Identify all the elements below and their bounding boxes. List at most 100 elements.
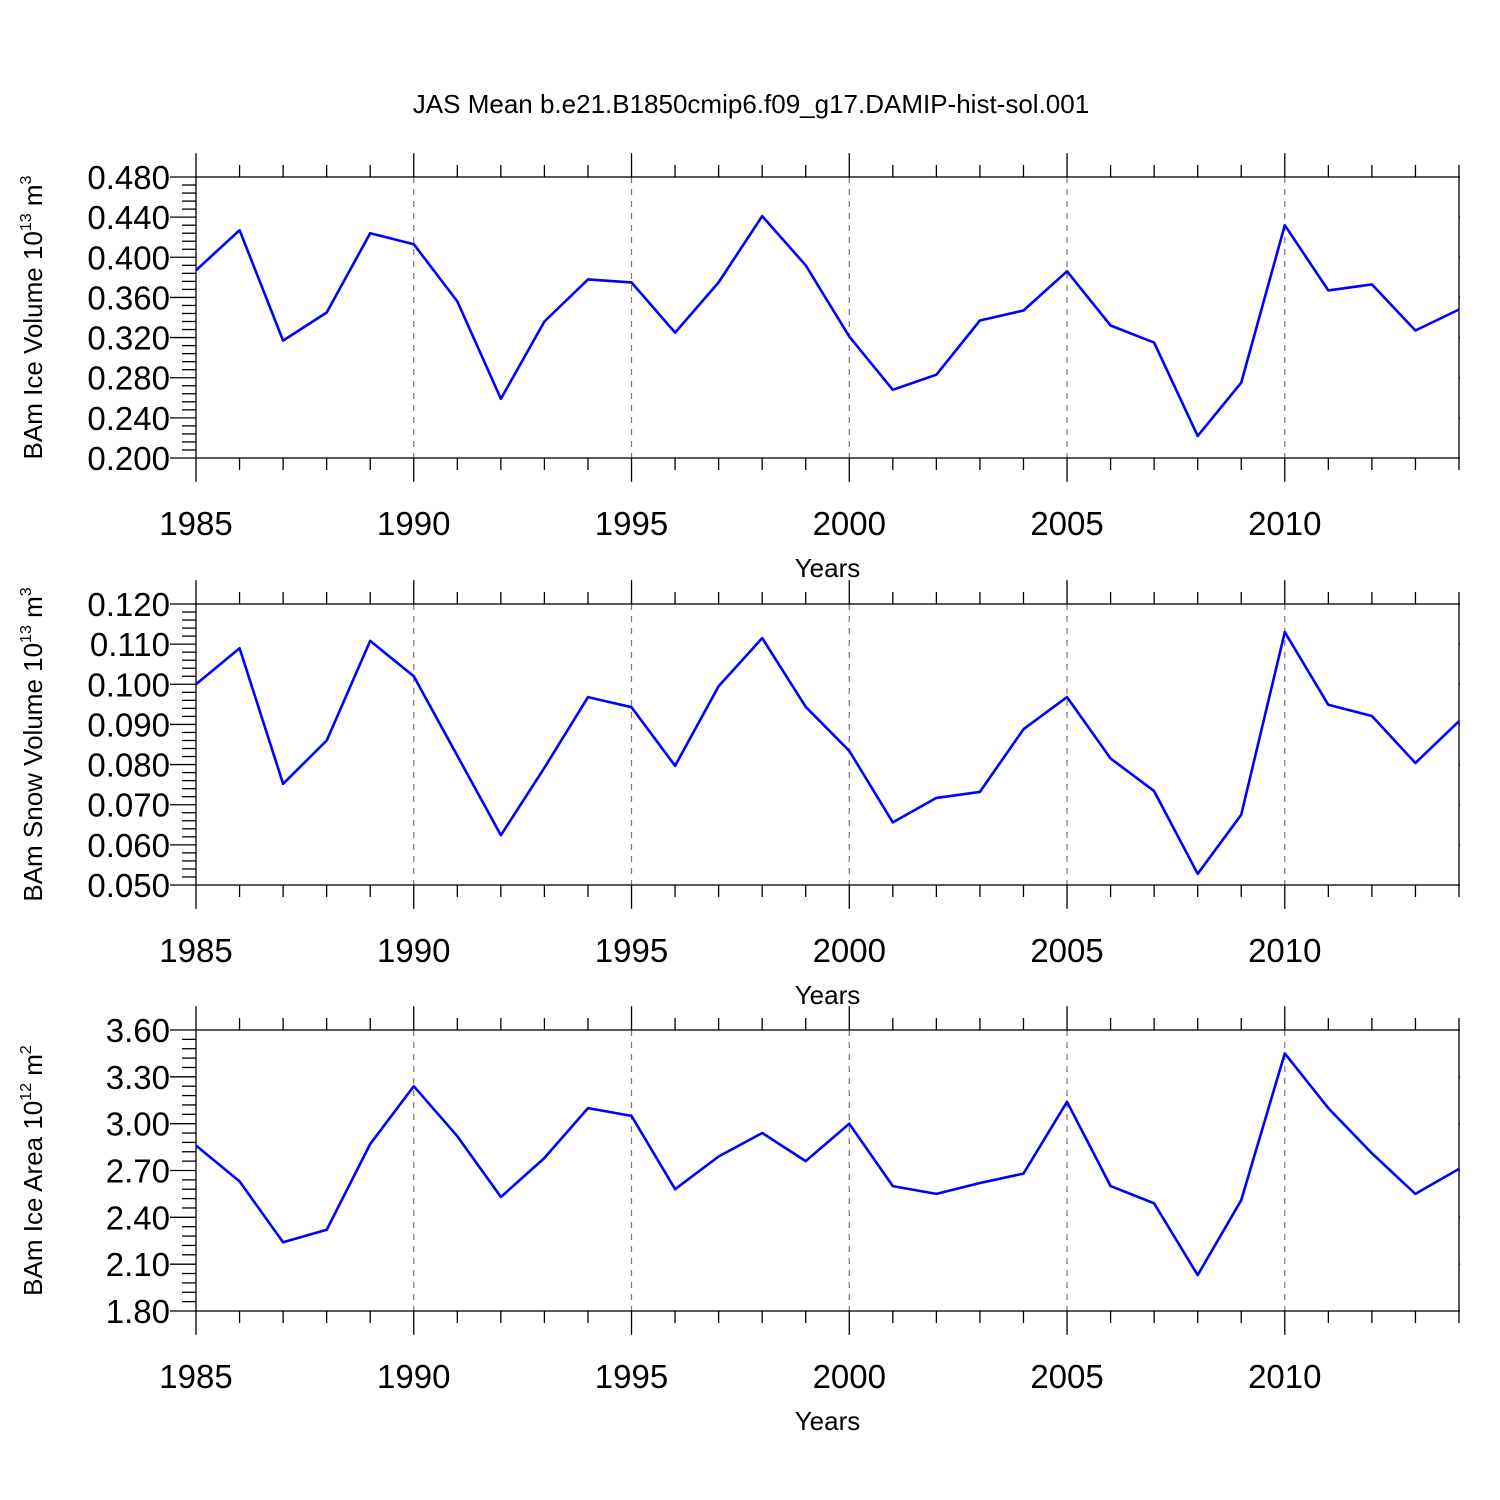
x-tick-label: 1995 [595, 505, 668, 542]
data-point [412, 674, 416, 678]
data-point [978, 319, 982, 323]
data-point [1413, 761, 1417, 765]
data-point [760, 214, 764, 218]
y-tick-label: 0.080 [87, 747, 170, 784]
chart-panel-2: 1985 1990 1995 2000 2005 20100.0500.0600.0700… [18, 580, 1461, 1010]
y-axis-label: BAm Ice Volume 1013 m3 [18, 175, 48, 459]
data-point [1413, 1192, 1417, 1196]
y-tick-label: 0.100 [87, 666, 170, 703]
panels: 1985 1990 1995 2000 2005 20100.2000.2400.2800… [18, 153, 1461, 1436]
data-line [195, 1052, 1460, 1277]
y-tick-label: 3.00 [106, 1106, 170, 1143]
y-tick-label: 2.40 [106, 1199, 170, 1236]
data-point [1457, 719, 1461, 723]
data-point [325, 1228, 329, 1232]
data-point [542, 320, 546, 324]
x-axis-label: Years [795, 1406, 861, 1436]
data-point [586, 695, 590, 699]
data-point [412, 242, 416, 246]
x-tick-label: 1985 [159, 932, 232, 969]
data-point [891, 820, 895, 824]
y-tick-label: 0.240 [87, 400, 170, 437]
data-point [847, 749, 851, 753]
data-point [847, 335, 851, 339]
data-point [1413, 329, 1417, 333]
data-point [194, 1144, 198, 1148]
x-tick-label: 1990 [377, 505, 450, 542]
data-point [1370, 282, 1374, 286]
data-point [368, 1142, 372, 1146]
y-tick-label: 0.070 [87, 787, 170, 824]
y-tick-label: 3.60 [106, 1012, 170, 1049]
chart-panel-1: 1985 1990 1995 2000 2005 20100.2000.2400.2800… [18, 153, 1460, 583]
x-tick-label: 2010 [1248, 932, 1321, 969]
x-tick-label: 1985 [159, 1358, 232, 1395]
y-tick-label: 0.110 [90, 626, 170, 663]
y-tick-label: 0.440 [87, 199, 170, 236]
data-point [1326, 1106, 1330, 1110]
x-tick-label: 2000 [813, 505, 886, 542]
x-tick-label: 1985 [159, 505, 232, 542]
chart-title: JAS Mean b.e21.B1850cmip6.f09_g17.DAMIP-… [413, 89, 1089, 119]
data-point [194, 268, 198, 272]
y-tick-label: 0.060 [87, 827, 170, 864]
y-axis-label: BAm Snow Volume 1013 m3 [18, 587, 48, 901]
data-point [455, 754, 459, 758]
data-point [586, 277, 590, 281]
data-point [1239, 813, 1243, 817]
data-point [1109, 1184, 1113, 1188]
data-point [194, 682, 198, 686]
data-point [717, 280, 721, 284]
x-tick-label: 2010 [1248, 1358, 1321, 1395]
data-point [1152, 1201, 1156, 1205]
data-point [630, 705, 634, 709]
data-point [804, 263, 808, 267]
x-tick-label: 2000 [813, 1358, 886, 1395]
data-point [281, 1240, 285, 1244]
data-point [499, 833, 503, 837]
data-point [1326, 703, 1330, 707]
data-point [978, 790, 982, 794]
data-point [891, 388, 895, 392]
data-point [760, 636, 764, 640]
x-tick-label: 1995 [595, 932, 668, 969]
data-point [717, 684, 721, 688]
data-point [1239, 381, 1243, 385]
data-point [281, 782, 285, 786]
data-point [455, 299, 459, 303]
data-point [717, 1154, 721, 1158]
data-point [1109, 757, 1113, 761]
data-point [499, 1195, 503, 1199]
data-point [542, 766, 546, 770]
data-point [368, 639, 372, 643]
data-point [630, 280, 634, 284]
x-axis-label: Years [795, 980, 861, 1010]
data-point [281, 339, 285, 343]
data-point [499, 397, 503, 401]
data-point [455, 1134, 459, 1138]
y-tick-label: 0.090 [87, 706, 170, 743]
data-point [934, 373, 938, 377]
data-line [195, 214, 1460, 438]
data-point [1370, 1151, 1374, 1155]
data-point [1065, 695, 1069, 699]
y-tick-label: 0.050 [87, 867, 170, 904]
x-axis-label: Years [795, 553, 861, 583]
data-point [238, 646, 242, 650]
data-point [1021, 1172, 1025, 1176]
data-point [1370, 714, 1374, 718]
data-point [673, 1187, 677, 1191]
y-tick-label: 0.400 [87, 239, 170, 276]
data-point [368, 231, 372, 235]
data-point [630, 1114, 634, 1118]
data-point [325, 738, 329, 742]
x-tick-label: 2010 [1248, 505, 1321, 542]
data-point [1196, 434, 1200, 438]
data-point [934, 796, 938, 800]
data-point [586, 1106, 590, 1110]
data-point [1021, 308, 1025, 312]
data-point [1065, 1100, 1069, 1104]
data-point [978, 1181, 982, 1185]
plot-frame [195, 1029, 1460, 1312]
data-point [1326, 288, 1330, 292]
